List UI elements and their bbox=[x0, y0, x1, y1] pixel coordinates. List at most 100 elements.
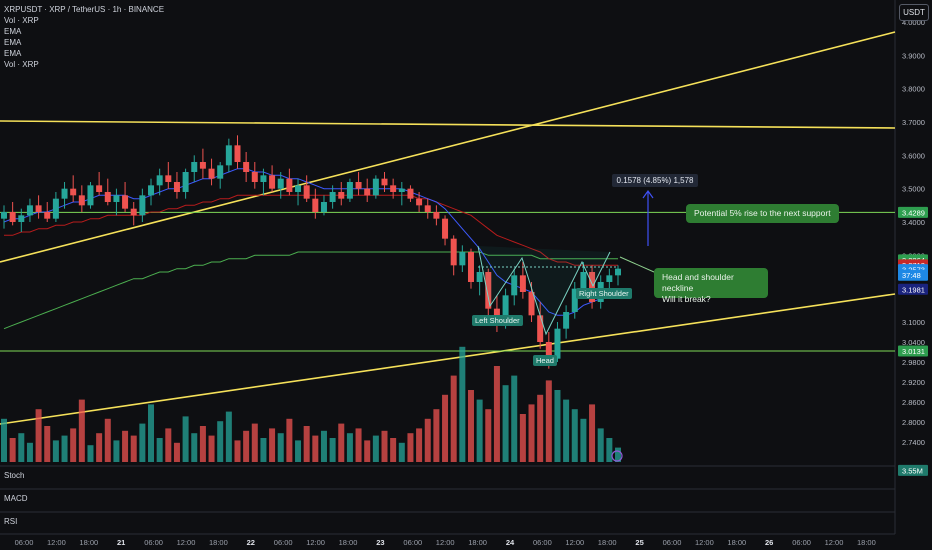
volume-bar bbox=[269, 428, 276, 462]
measure-label: 0.1578 (4.85%) 1,578 bbox=[612, 174, 698, 187]
head-shoulders-shape bbox=[477, 245, 611, 336]
grid bbox=[0, 0, 896, 535]
volume-bar bbox=[398, 442, 405, 462]
candle-body bbox=[286, 178, 293, 192]
price-tag bbox=[898, 464, 928, 476]
volume-bar bbox=[139, 423, 146, 462]
candle-body bbox=[295, 185, 302, 192]
candle-body bbox=[442, 218, 449, 239]
candle-body bbox=[346, 182, 353, 199]
candle-body bbox=[563, 312, 570, 329]
volume-bar bbox=[580, 418, 587, 462]
candle-body bbox=[398, 188, 405, 192]
time-tick-label: 18:00 bbox=[468, 538, 487, 547]
indicator-ema-1[interactable]: EMA bbox=[4, 27, 22, 36]
symbol-title[interactable]: XRPUSDT · XRP / TetherUS · 1h · BINANCE bbox=[4, 5, 165, 14]
candle-body bbox=[78, 195, 85, 206]
volume-bar bbox=[303, 426, 310, 462]
right-shoulder-label: Right Shoulder bbox=[576, 288, 632, 299]
rsi-pane-label[interactable]: RSI bbox=[4, 517, 18, 526]
candle-body bbox=[381, 178, 388, 186]
time-tick-label: 22 bbox=[247, 538, 255, 547]
price-tick-label: 3.9000 bbox=[902, 51, 925, 60]
volume-bar bbox=[571, 409, 578, 462]
volume-bar bbox=[295, 440, 302, 462]
neckline-note-pointer bbox=[619, 256, 655, 273]
volume-bar bbox=[44, 426, 51, 462]
neckline-note-line1: Head and shoulder neckline bbox=[662, 272, 734, 293]
candle-body bbox=[589, 272, 596, 302]
candle-body bbox=[450, 238, 457, 266]
candle-body bbox=[182, 172, 189, 192]
volume-bar bbox=[485, 409, 492, 462]
volume-bar bbox=[416, 428, 423, 462]
volume-bar bbox=[390, 438, 397, 462]
volume-bar bbox=[493, 366, 500, 462]
candle-body bbox=[130, 208, 137, 216]
volume-bar bbox=[459, 346, 466, 462]
time-tick-label: 12:00 bbox=[565, 538, 584, 547]
volume-bar bbox=[148, 404, 155, 462]
volume-bar bbox=[467, 390, 474, 462]
candle-body bbox=[1, 212, 7, 219]
price-tick-label: 3.0400 bbox=[902, 338, 925, 347]
volume-bar bbox=[217, 421, 224, 462]
candle-body bbox=[329, 192, 336, 202]
indicator-volume[interactable]: Vol · XRP bbox=[4, 16, 39, 25]
candle-body bbox=[372, 178, 379, 196]
time-tick-label: 06:00 bbox=[663, 538, 682, 547]
candle-body bbox=[485, 272, 492, 309]
time-axis: 06:00 12:00 18:00 21 06:00 12:00 18:00 22 06:00 1… bbox=[15, 538, 876, 547]
volume-bar bbox=[61, 435, 68, 462]
price-tick-label: 3.5000 bbox=[902, 185, 925, 194]
indicator-ema-3[interactable]: EMA bbox=[4, 49, 22, 58]
volume-bar bbox=[286, 418, 293, 462]
candle-body bbox=[407, 188, 414, 199]
price-tick-label: 2.7400 bbox=[902, 438, 925, 447]
volume-bar bbox=[9, 438, 16, 462]
candle-body bbox=[139, 195, 146, 216]
volume-bar bbox=[199, 426, 206, 462]
volume-bar bbox=[563, 399, 570, 462]
price-tick-label: 3.7000 bbox=[902, 118, 925, 127]
candle-body bbox=[208, 168, 215, 179]
price-tag bbox=[898, 269, 928, 281]
volume-bar bbox=[338, 423, 345, 462]
volume-bar bbox=[528, 404, 535, 462]
candle-body bbox=[433, 212, 440, 219]
candle-body bbox=[61, 188, 68, 199]
volume-bar bbox=[173, 442, 180, 462]
volume-bar bbox=[519, 414, 526, 462]
volume-bar bbox=[545, 380, 552, 462]
price-tag-label: 3.1981 bbox=[902, 285, 925, 294]
stoch-pane-label[interactable]: Stoch bbox=[4, 471, 25, 480]
indicator-ema-2[interactable]: EMA bbox=[4, 38, 22, 47]
time-tick-label: 12:00 bbox=[825, 538, 844, 547]
volume-bar bbox=[130, 435, 137, 462]
candle-body bbox=[554, 328, 561, 359]
time-tick-label: 18:00 bbox=[727, 538, 746, 547]
volume-bar bbox=[476, 399, 483, 462]
time-tick-label: 12:00 bbox=[47, 538, 66, 547]
candle-body bbox=[243, 162, 250, 172]
time-tick-label: 24 bbox=[506, 538, 515, 547]
price-tick-label: 3.4000 bbox=[902, 218, 925, 227]
volume-bar bbox=[225, 411, 232, 462]
volume-bar bbox=[260, 438, 267, 462]
time-tick-label: 23 bbox=[376, 538, 384, 547]
target-arrow-head bbox=[642, 189, 654, 199]
macd-pane-label[interactable]: MACD bbox=[4, 494, 28, 503]
candle-body bbox=[312, 198, 319, 212]
candle-body bbox=[606, 275, 613, 282]
volume-bar bbox=[78, 399, 85, 462]
volume-bar bbox=[502, 385, 509, 462]
candle-body bbox=[217, 165, 224, 179]
volume-bar bbox=[606, 438, 613, 462]
candle-body bbox=[303, 185, 310, 199]
time-tick-label: 18:00 bbox=[339, 538, 358, 547]
time-tick-label: 12:00 bbox=[177, 538, 196, 547]
volume-bar bbox=[234, 440, 241, 462]
currency-button[interactable]: USDT bbox=[899, 4, 929, 21]
indicator-volume-2[interactable]: Vol · XRP bbox=[4, 60, 39, 69]
